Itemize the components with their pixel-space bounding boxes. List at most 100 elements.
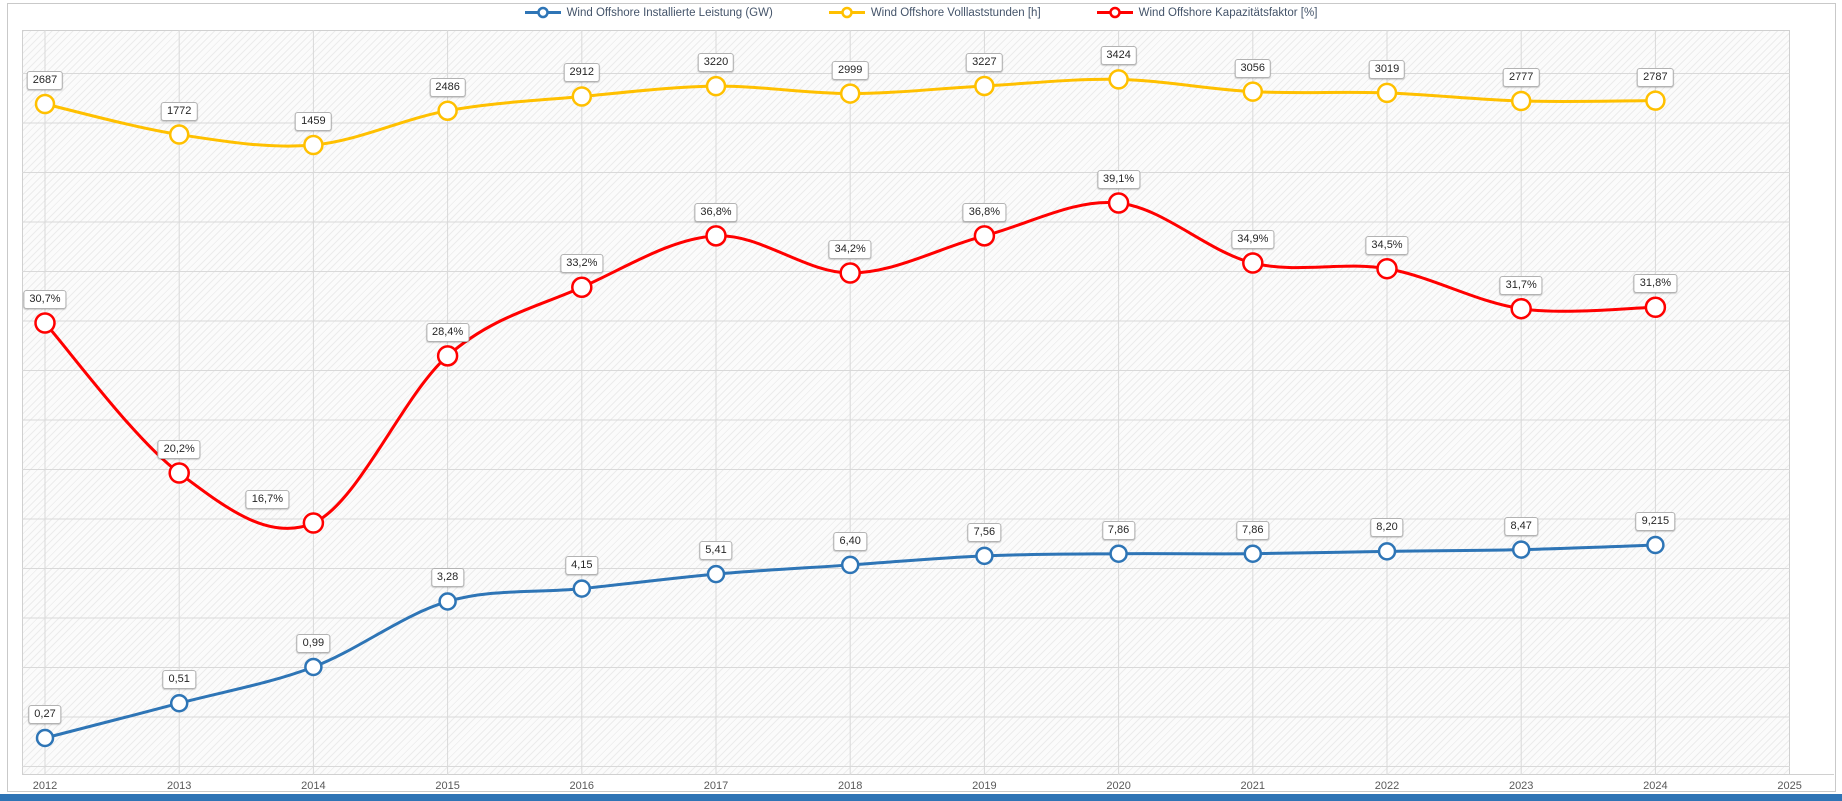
x-axis-tick-label: 2018 [837,780,863,792]
data-label: 3227 [966,52,1003,72]
data-label: 0,99 [296,633,331,653]
data-label: 6,40 [833,531,867,551]
legend-item[interactable]: Wind Offshore Volllaststunden [h] [828,6,1041,19]
x-axis-tick-label: 2023 [1508,780,1534,792]
data-point[interactable] [706,564,726,584]
data-label: 2999 [831,60,869,80]
data-point[interactable] [436,345,459,367]
data-label: 31,8% [1633,274,1677,294]
data-point[interactable] [169,693,189,713]
x-axis-tick-label: 2015 [435,780,460,792]
data-label: 3,28 [430,568,465,588]
data-point[interactable] [1242,252,1264,274]
x-axis-tick-label: 2022 [1374,780,1400,792]
data-point[interactable] [1377,542,1397,561]
data-point[interactable] [438,592,457,611]
data-label: 3019 [1368,59,1406,79]
data-point[interactable] [1109,544,1128,563]
data-label: 20,2% [157,439,201,459]
data-point[interactable] [35,728,55,748]
legend-item[interactable]: Wind Offshore Installierte Leistung (GW) [524,6,773,19]
data-label: 28,4% [425,322,470,342]
data-point[interactable] [571,86,593,107]
x-axis-tick-label: 2024 [1643,780,1668,792]
legend-label: Wind Offshore Kapazitätsfaktor [%] [1138,6,1318,19]
data-point[interactable] [1510,90,1532,112]
x-axis-tick-label: 2020 [1106,780,1131,792]
data-label: 9,215 [1635,512,1676,531]
data-point[interactable] [839,83,861,104]
data-point[interactable] [1511,540,1531,559]
data-point[interactable] [34,93,56,115]
data-label: 7,56 [967,522,1002,542]
data-point[interactable] [1645,90,1666,111]
data-label: 34,5% [1365,235,1409,255]
data-point[interactable] [975,546,994,566]
data-label: 2687 [26,70,64,90]
data-point[interactable] [839,262,861,284]
data-label: 3220 [697,53,735,73]
data-point[interactable] [302,512,325,534]
series-line [43,200,1656,530]
data-label: 8,20 [1370,518,1404,538]
data-point[interactable] [1646,535,1665,555]
x-axis-tick-label: 2016 [569,780,595,792]
data-label: 31,7% [1499,275,1543,295]
legend-item[interactable]: Wind Offshore Kapazitätsfaktor [%] [1096,6,1318,19]
data-point[interactable] [571,276,593,299]
data-label: 1772 [160,101,198,121]
legend: Wind Offshore Installierte Leistung (GW)… [0,6,1842,19]
data-label: 34,2% [828,239,872,259]
data-point[interactable] [572,579,592,598]
data-label: 2787 [1637,67,1674,87]
data-label: 5,41 [699,541,733,561]
data-label: 34,9% [1231,229,1275,249]
data-point[interactable] [168,462,190,484]
data-label: 2777 [1502,67,1540,87]
data-label: 2912 [563,63,601,83]
data-point[interactable] [1107,192,1130,214]
data-label: 3424 [1100,46,1137,66]
data-label: 33,2% [560,254,604,274]
data-point[interactable] [168,124,190,145]
plot-area-margin [1790,30,1834,775]
data-point[interactable] [1376,257,1398,280]
data-label: 0,51 [162,670,196,690]
window-bottom-bar [0,794,1842,801]
x-axis-tick-label: 2021 [1240,780,1266,792]
data-label: 4,15 [565,555,599,575]
data-label: 39,1% [1096,169,1141,189]
data-point[interactable] [1243,544,1263,563]
data-label: 16,7% [245,490,289,509]
data-label: 7,86 [1101,520,1136,540]
x-axis-tick-label: 2013 [166,780,192,792]
x-axis-tick-label: 2019 [972,780,997,792]
data-point[interactable] [974,75,995,97]
data-point[interactable] [437,100,458,121]
data-label: 7,86 [1236,520,1270,540]
data-point[interactable] [1376,82,1398,104]
data-point[interactable] [705,75,727,97]
data-point[interactable] [304,657,323,677]
legend-marker-icon [1096,6,1133,19]
x-axis-tick-label: 2012 [32,780,58,792]
data-point[interactable] [1108,69,1129,90]
data-point[interactable] [1644,296,1667,319]
data-label: 1459 [295,112,332,131]
data-point[interactable] [1242,81,1264,102]
data-point[interactable] [34,312,56,334]
data-point[interactable] [973,225,996,247]
data-label: 30,7% [23,289,67,309]
data-label: 2486 [429,77,466,97]
data-point[interactable] [1510,297,1532,320]
data-point[interactable] [303,134,324,156]
data-label: 36,8% [694,202,738,222]
data-point[interactable] [705,225,727,247]
legend-label: Wind Offshore Volllaststunden [h] [870,6,1041,19]
data-label: 3056 [1234,58,1272,78]
x-axis-tick-label: 2025 [1777,780,1802,792]
data-point[interactable] [840,555,860,575]
legend-marker-icon [524,6,561,19]
